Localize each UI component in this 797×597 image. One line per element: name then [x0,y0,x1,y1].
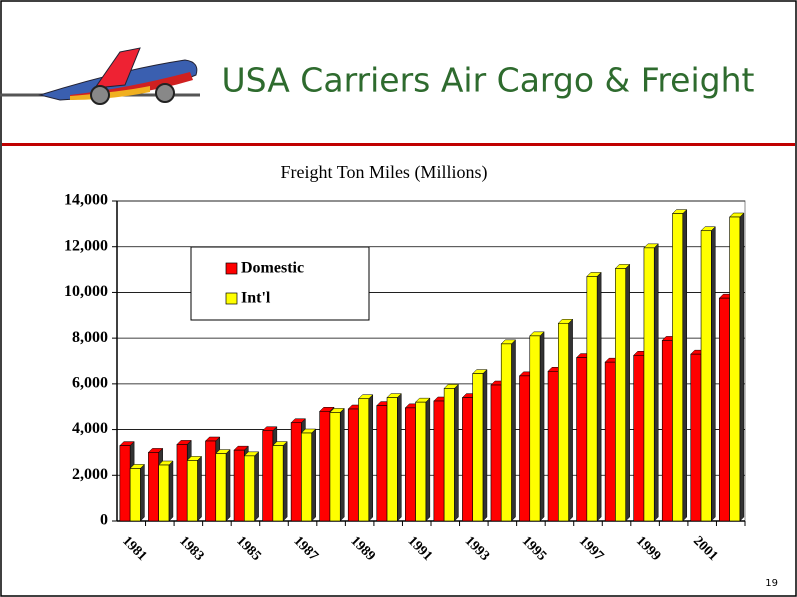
bar [462,397,473,522]
y-tick-label: 0 [100,512,108,529]
bar-side [568,318,573,522]
bar [119,445,131,522]
y-tick-label: 14,000 [64,192,108,209]
bar [347,408,359,522]
bar-side [397,392,402,522]
page-number: 19 [765,578,778,589]
y-tick-label: 8,000 [72,329,108,346]
bar-side [311,428,316,522]
bar-side [254,451,259,522]
bar [490,384,502,522]
bar [405,407,416,522]
bar-side [282,440,288,522]
bar-side [596,271,602,522]
bar-side [653,243,659,522]
bar-side [711,226,716,522]
bar [290,422,302,522]
bar [176,444,188,522]
bar [615,268,626,522]
bar-side [511,339,516,522]
bar [358,398,370,522]
bar [586,276,598,522]
bar [700,230,712,522]
bar [186,460,198,522]
bar [158,464,170,522]
bar [719,297,730,522]
y-tick-label: 4,000 [72,420,108,437]
bar [643,247,655,522]
bar [272,445,284,522]
bar [529,335,541,522]
bar [690,353,702,522]
bar [129,468,141,522]
chart-title: Freight Ton Miles (Millions) [281,162,488,183]
bar [319,410,331,522]
bar-side [368,394,374,522]
bar [633,354,645,522]
bar-side [225,448,231,522]
bar [301,432,312,522]
bar-side [539,331,545,522]
bar [558,322,569,522]
header-rule [2,143,795,146]
y-tick-label: 6,000 [72,375,108,392]
bar [576,357,588,522]
legend-box [190,246,370,321]
bar [329,412,341,522]
legend-swatch [225,292,238,305]
bar [661,340,673,522]
y-tick-label: 10,000 [64,283,108,300]
bar [672,213,684,522]
bar [415,401,427,522]
bar [386,397,398,522]
bar-side [140,463,145,522]
bar [233,449,245,522]
bar-side [168,460,174,522]
bar-side [339,407,345,522]
bar-side [739,212,745,522]
bar [433,400,445,522]
bar-side [454,383,459,522]
bar [376,405,388,522]
bar [205,440,217,522]
bar-side [682,208,688,522]
bar-side [425,397,431,522]
slide-title: USA Carriers Air Cargo & Freight [222,61,755,100]
bar [547,370,559,522]
bar [215,453,227,522]
bar-side [197,455,202,522]
bar-side [625,263,630,522]
bar [443,388,455,522]
legend: Domestic Int'l [190,246,370,321]
bar [472,373,484,522]
y-tick-label: 2,000 [72,466,108,483]
bar [244,455,255,522]
bar [262,430,274,522]
bar [604,361,616,522]
bar [500,343,512,522]
bar-side [482,368,488,522]
legend-swatch [225,262,238,275]
bar [729,216,741,522]
legend-label: Domestic [241,260,304,277]
bar [519,375,531,522]
bar [148,452,159,522]
airplane [0,47,200,105]
legend-label: Int'l [241,290,271,307]
y-tick-label: 12,000 [64,237,108,254]
